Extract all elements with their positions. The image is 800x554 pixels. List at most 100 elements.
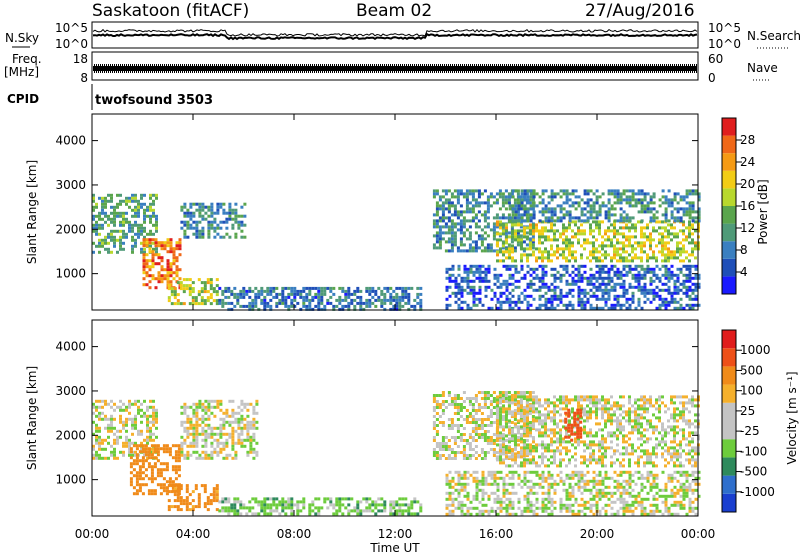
power-cell-8 bbox=[544, 291, 548, 295]
power-cell-2 bbox=[212, 299, 216, 303]
velocity-cell-3 bbox=[255, 399, 259, 403]
power-cell-6 bbox=[694, 229, 697, 233]
velocity-cell-6 bbox=[514, 446, 517, 450]
velocity-cell-0 bbox=[113, 438, 116, 442]
power-cell-6 bbox=[664, 259, 667, 263]
velocity-cell-3 bbox=[183, 411, 187, 415]
velocity-cell-3 bbox=[207, 432, 211, 436]
power-cell-5 bbox=[486, 198, 490, 202]
power-cell-6 bbox=[631, 259, 634, 263]
velocity-cell-5 bbox=[480, 391, 484, 394]
velocity-cell-0 bbox=[137, 411, 140, 415]
power-cell-6 bbox=[661, 235, 664, 239]
power-cell-8 bbox=[478, 300, 482, 304]
velocity-cell-1 bbox=[162, 468, 166, 472]
velocity-cell-6 bbox=[592, 410, 595, 414]
velocity-cell-5 bbox=[474, 430, 478, 433]
power-cell-6 bbox=[550, 247, 553, 251]
power-cell-4 bbox=[311, 295, 315, 299]
power-cell-8 bbox=[580, 291, 584, 295]
power-cell-4 bbox=[416, 301, 420, 305]
velocity-cell-4 bbox=[326, 506, 330, 510]
velocity-cell-6 bbox=[544, 419, 547, 423]
power-cell-5 bbox=[462, 222, 466, 226]
power-cell-8 bbox=[673, 297, 677, 301]
power-cell-1 bbox=[169, 238, 173, 242]
power-cell-2 bbox=[215, 299, 219, 303]
power-cell-8 bbox=[466, 279, 470, 283]
velocity-cell-4 bbox=[401, 497, 405, 501]
power-cell-8 bbox=[667, 276, 671, 280]
velocity-cell-5 bbox=[432, 400, 436, 403]
power-cell-0 bbox=[128, 196, 131, 200]
power-cell-4 bbox=[401, 292, 405, 296]
velocity-cell-6 bbox=[517, 425, 520, 429]
velocity-cell-6 bbox=[601, 455, 604, 459]
power-cell-8 bbox=[640, 264, 644, 268]
power-cell-8 bbox=[463, 279, 467, 283]
power-cell-7 bbox=[616, 198, 620, 202]
velocity-cell-5 bbox=[447, 403, 451, 406]
velocity-cell-5 bbox=[513, 418, 517, 421]
power-cell-8 bbox=[607, 267, 611, 271]
power-cell-8 bbox=[697, 276, 701, 280]
power-cell-5 bbox=[525, 243, 529, 247]
power-colorbar-tick-label: 28 bbox=[740, 133, 755, 147]
velocity-cell-3 bbox=[204, 399, 208, 403]
velocity-cell-6 bbox=[601, 458, 604, 462]
velocity-cell-6 bbox=[583, 407, 586, 411]
power-cell-4 bbox=[341, 304, 345, 308]
velocity-cell-6 bbox=[598, 455, 601, 459]
power-cell-8 bbox=[664, 306, 668, 310]
power-cell-5 bbox=[450, 219, 454, 223]
power-cell-7 bbox=[667, 189, 671, 193]
power-cell-8 bbox=[565, 282, 569, 286]
power-cell-7 bbox=[562, 192, 566, 196]
power-cell-4 bbox=[278, 301, 282, 305]
power-cell-8 bbox=[553, 276, 557, 280]
power-cell-6 bbox=[511, 232, 514, 236]
power-cell-6 bbox=[643, 244, 646, 248]
velocity-cell-1 bbox=[135, 453, 139, 457]
power-cell-6 bbox=[604, 232, 607, 236]
power-cell-8 bbox=[508, 273, 512, 277]
power-cell-8 bbox=[613, 297, 617, 301]
power-cell-8 bbox=[586, 279, 590, 283]
power-cell-8 bbox=[607, 270, 611, 274]
velocity-cell-3 bbox=[210, 456, 214, 460]
velocity-cell-3 bbox=[204, 450, 208, 454]
velocity-cell-1 bbox=[162, 477, 166, 481]
power-cell-5 bbox=[516, 231, 520, 235]
velocity-cell-0 bbox=[113, 432, 116, 436]
power-cell-3 bbox=[198, 202, 202, 206]
power-cell-6 bbox=[667, 223, 670, 227]
power-cell-4 bbox=[419, 307, 423, 311]
velocity-cell-4 bbox=[365, 509, 369, 513]
power-cell-5 bbox=[468, 231, 472, 235]
power-cell-6 bbox=[505, 256, 508, 260]
velocity-cell-3 bbox=[195, 411, 199, 415]
power-cell-4 bbox=[311, 286, 315, 290]
power-cell-7 bbox=[619, 198, 623, 202]
power-cell-5 bbox=[432, 192, 436, 196]
power-cell-7 bbox=[529, 195, 533, 199]
velocity-cell-6 bbox=[547, 464, 550, 468]
power-cell-0 bbox=[131, 196, 134, 200]
velocity-cell-5 bbox=[492, 442, 496, 445]
velocity-cell-2 bbox=[188, 502, 192, 506]
velocity-cell-6 bbox=[499, 413, 502, 417]
velocity-cell-5 bbox=[468, 448, 472, 451]
power-cell-8 bbox=[508, 303, 512, 307]
power-cell-8 bbox=[691, 288, 695, 292]
power-cell-4 bbox=[377, 295, 381, 299]
velocity-cell-5 bbox=[468, 403, 472, 406]
power-cell-1 bbox=[178, 241, 182, 245]
power-cell-0 bbox=[116, 205, 119, 209]
power-cell-3 bbox=[189, 205, 193, 209]
velocity-cell-3 bbox=[201, 444, 205, 448]
power-cell-8 bbox=[472, 279, 476, 283]
velocity-cell-6 bbox=[583, 398, 586, 402]
power-cell-5 bbox=[453, 210, 457, 214]
velocity-cell-2 bbox=[191, 505, 195, 509]
velocity-cell-4 bbox=[296, 500, 300, 504]
